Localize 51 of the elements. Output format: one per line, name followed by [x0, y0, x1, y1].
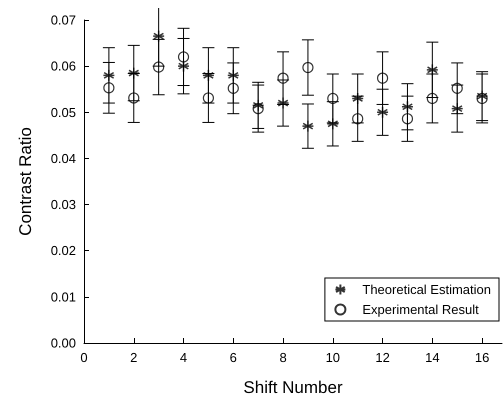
point [252, 99, 264, 112]
x-tick-label: 0 [80, 350, 88, 365]
point [103, 82, 114, 94]
y-tick-label: 0.02 [50, 243, 76, 258]
point [302, 120, 314, 132]
y-tick-label: 0.04 [50, 150, 76, 166]
point [450, 102, 464, 115]
x-tick-label: 2 [130, 350, 138, 365]
x-tick-label: 4 [180, 350, 188, 365]
point [128, 66, 140, 80]
point [476, 90, 488, 102]
point [426, 92, 438, 104]
point [401, 100, 414, 113]
point [128, 92, 140, 104]
y-tick-label: 0.05 [50, 104, 76, 120]
point [252, 102, 264, 114]
point [227, 69, 240, 82]
y-tick-label: 0.07 [50, 12, 76, 28]
point [202, 69, 215, 82]
point [376, 72, 388, 84]
y-tick-label: 0.03 [50, 197, 76, 212]
legend-label: Theoretical Estimation [362, 282, 492, 297]
point [178, 51, 190, 63]
x-tick-label: 10 [326, 350, 340, 365]
point [402, 113, 414, 124]
x-tick-label: 8 [279, 350, 287, 365]
point [327, 92, 338, 104]
x-axis-title: Shift Number [243, 378, 343, 397]
point [152, 30, 165, 42]
x-tick-label: 6 [230, 350, 237, 365]
point [153, 61, 164, 73]
point [202, 92, 214, 104]
point [476, 92, 488, 104]
y-axis-title: Contrast Ratio [16, 127, 35, 236]
legend-label: Experimental Result [362, 302, 480, 317]
point [228, 82, 239, 94]
point [326, 118, 340, 130]
x-tick-label: 14 [425, 350, 440, 365]
x-tick-label: 16 [474, 350, 490, 365]
point [276, 96, 290, 110]
y-tick-label: 0.00 [50, 336, 76, 350]
point [102, 69, 116, 82]
x-tick-label: 12 [375, 350, 390, 365]
point [277, 72, 289, 84]
point [177, 60, 190, 72]
y-tick-label: 0.06 [50, 58, 76, 74]
point [452, 82, 463, 94]
y-tick-label: 0.01 [50, 289, 76, 304]
point [352, 113, 364, 124]
point [426, 64, 439, 76]
point [302, 62, 314, 74]
